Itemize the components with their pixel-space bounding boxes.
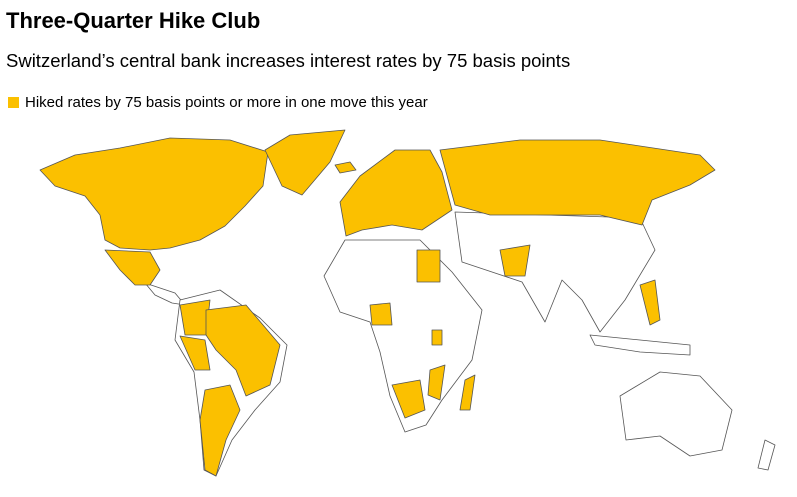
legend: Hiked rates by 75 basis points or more i… (8, 94, 428, 111)
greenland (264, 129, 346, 196)
mexico (104, 249, 161, 286)
russia (439, 139, 716, 226)
madagascar (459, 374, 476, 411)
colombia (179, 299, 211, 336)
philippines (639, 279, 661, 326)
australia (619, 371, 733, 457)
new-zealand (757, 439, 776, 471)
north-america (39, 137, 269, 251)
asia (454, 211, 656, 333)
brazil (205, 304, 281, 397)
central-america (144, 282, 186, 306)
argentina-chile (199, 384, 241, 477)
europe (339, 149, 453, 237)
title: Three-Quarter Hike Club (6, 8, 261, 33)
world-map (39, 129, 776, 477)
uganda (431, 329, 443, 346)
peru (179, 335, 211, 371)
pakistan (499, 244, 531, 277)
southern-africa (391, 379, 426, 419)
mozambique (427, 364, 446, 401)
nigeria (369, 302, 393, 326)
legend-label: Hiked rates by 75 basis points or more i… (25, 94, 428, 111)
egypt (416, 249, 441, 283)
legend-swatch (8, 97, 19, 108)
indonesia (589, 334, 691, 356)
subtitle: Switzerland’s central bank increases int… (6, 50, 571, 71)
iceland (334, 161, 357, 174)
